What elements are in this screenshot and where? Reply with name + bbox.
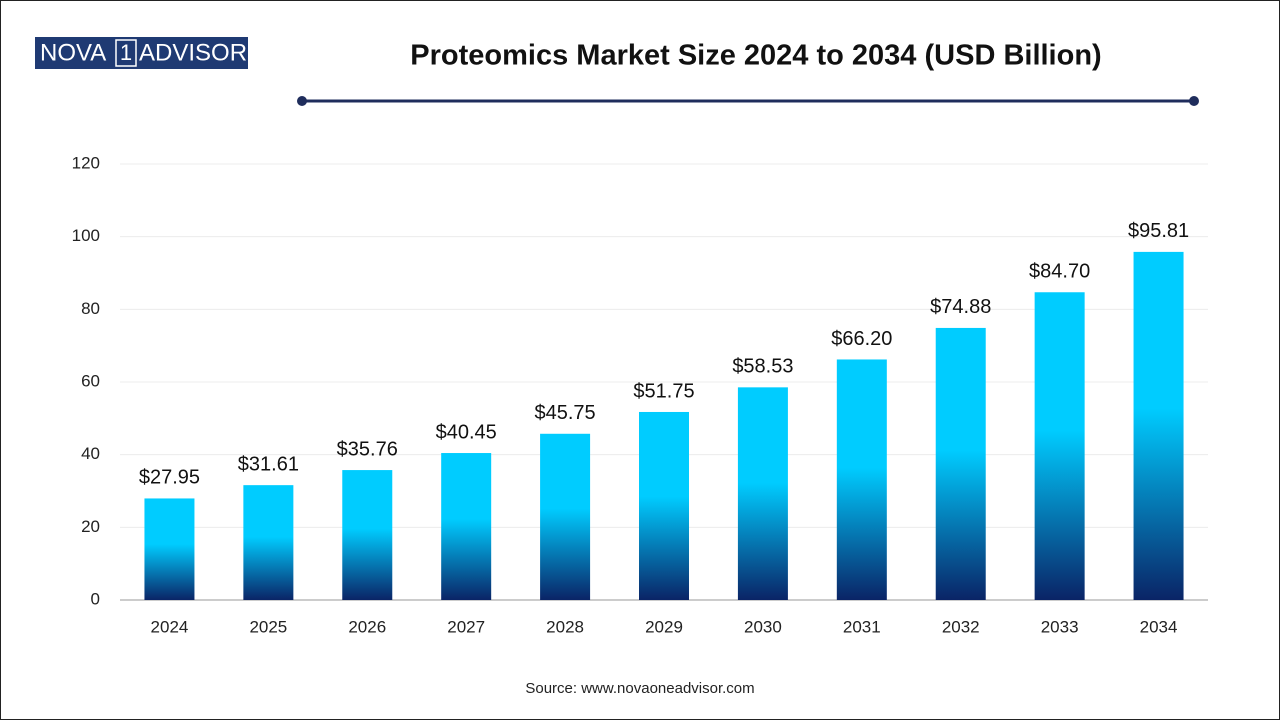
x-tick-label: 2031 [843, 617, 881, 636]
value-label: $45.75 [535, 402, 596, 424]
value-label: $95.81 [1128, 220, 1189, 242]
x-tick-label: 2032 [942, 617, 980, 636]
x-tick-label: 2029 [645, 617, 683, 636]
x-tick-label: 2027 [447, 617, 485, 636]
bar [1034, 292, 1085, 600]
y-tick-label: 60 [81, 371, 100, 390]
x-tick-label: 2026 [348, 617, 386, 636]
logo-text: NOVA [40, 39, 106, 66]
x-tick-label: 2033 [1041, 617, 1079, 636]
bar [1133, 251, 1184, 601]
x-tick-label: 2030 [744, 617, 782, 636]
value-label: $27.95 [139, 467, 200, 489]
bar [243, 485, 294, 600]
value-label: $84.70 [1029, 261, 1090, 283]
logo-box [35, 37, 248, 69]
bar [342, 470, 393, 600]
y-tick-label: 0 [91, 589, 100, 608]
bar [540, 433, 591, 600]
value-label: $58.53 [732, 356, 793, 378]
value-label: $40.45 [436, 421, 497, 443]
x-tick-label: 2025 [249, 617, 287, 636]
y-tick-label: 80 [81, 299, 100, 318]
y-tick-label: 20 [81, 517, 100, 536]
x-tick-label: 2024 [151, 617, 189, 636]
y-tick-label: 120 [72, 153, 100, 172]
bar [639, 411, 689, 600]
bar [144, 498, 195, 600]
value-label: $51.75 [633, 380, 694, 402]
value-label: $31.61 [238, 453, 299, 475]
bar [836, 359, 887, 600]
value-label: $35.76 [337, 438, 398, 460]
x-tick-label: 2028 [546, 617, 584, 636]
bar [935, 327, 986, 600]
chart-title: Proteomics Market Size 2024 to 2034 (USD… [410, 40, 1101, 72]
bar [737, 387, 788, 600]
rule-dot [1189, 96, 1199, 106]
y-tick-label: 100 [72, 226, 100, 245]
rule-dot [297, 96, 307, 106]
logo-text: ADVISOR [139, 39, 247, 66]
bar [441, 453, 492, 600]
y-tick-label: 40 [81, 444, 100, 463]
source: Source: www.novaoneadvisor.com [525, 680, 754, 697]
logo-mark [115, 39, 137, 67]
value-label: $74.88 [930, 296, 991, 318]
logo-text: 1 [120, 40, 132, 65]
value-label: $66.20 [831, 328, 892, 350]
x-tick-label: 2034 [1140, 617, 1178, 636]
